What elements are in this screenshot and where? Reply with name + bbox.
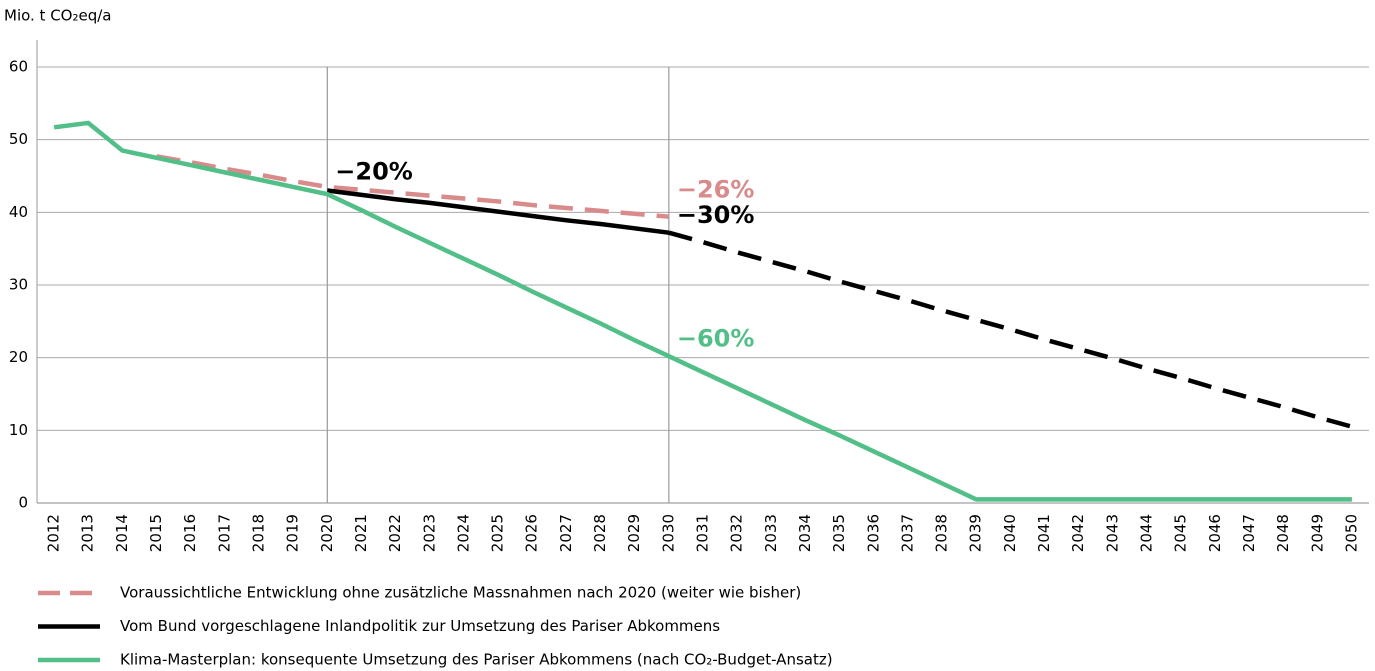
x-tick-label: 2016 [181,514,199,552]
series-line [327,188,670,235]
x-tick-label: 2046 [1206,514,1224,552]
y-tick-label: 0 [18,494,28,512]
y-tick-label: 50 [9,130,28,148]
x-tick-label: 2030 [659,514,677,552]
x-tick-label: 2044 [1138,514,1156,552]
x-tick-label: 2033 [762,514,780,552]
x-tick-label: 2043 [1103,514,1121,552]
x-tick-label: 2038 [933,514,951,552]
x-tick-label: 2025 [489,514,507,552]
x-tick-label: 2012 [45,514,63,552]
series-line [668,230,1353,429]
x-tick-label: 2045 [1172,514,1190,552]
x-tick-label: 2031 [694,514,712,552]
legend-label: Voraussichtliche Entwicklung ohne zusätz… [120,584,801,602]
x-tick-label: 2021 [352,514,370,552]
annotation: −20% [335,157,413,185]
x-tick-label: 2027 [557,514,575,552]
x-tick-label: 2018 [250,514,268,552]
annotation: −30% [677,201,755,229]
x-tick-label: 2026 [523,514,541,552]
series-line [156,154,670,219]
x-tick-label: 2039 [967,514,985,552]
x-tick-label: 2022 [386,514,404,552]
x-tick-label: 2050 [1342,514,1360,552]
legend-label: Vom Bund vorgeschlagene Inlandpolitik zu… [120,617,720,635]
x-tick-label: 2049 [1308,514,1326,552]
y-tick-label: 40 [9,203,28,221]
x-tick-label: 2013 [79,514,97,552]
x-tick-label: 2017 [215,514,233,552]
y-tick-label: 10 [9,421,28,439]
x-tick-label: 2020 [318,514,336,552]
x-tick-label: 2040 [1001,514,1019,552]
x-tick-label: 2024 [454,514,472,552]
x-tick-label: 2042 [1069,514,1087,552]
legend-label: Klima-Masterplan: konsequente Umsetzung … [120,651,833,669]
annotation: −26% [677,176,755,204]
x-tick-label: 2041 [1035,514,1053,552]
x-tick-label: 2032 [728,514,746,552]
x-tick-label: 2015 [147,514,165,552]
x-tick-label: 2028 [591,514,609,552]
y-axis-label: Mio. t CO₂eq/a [4,7,112,25]
x-tick-label: 2035 [830,514,848,552]
x-tick-label: 2023 [420,514,438,552]
x-tick-label: 2036 [864,514,882,552]
x-tick-label: 2047 [1240,514,1258,552]
x-tick-label: 2019 [284,514,302,552]
x-tick-label: 2029 [625,514,643,552]
y-tick-label: 30 [9,276,28,294]
x-tick-label: 2048 [1274,514,1292,552]
x-tick-label: 2014 [113,514,131,552]
series-line [53,120,1352,502]
annotation: −60% [677,325,755,353]
y-tick-label: 20 [9,348,28,366]
x-tick-label: 2037 [898,514,916,552]
x-tick-label: 2034 [796,514,814,552]
y-tick-label: 60 [9,58,28,76]
